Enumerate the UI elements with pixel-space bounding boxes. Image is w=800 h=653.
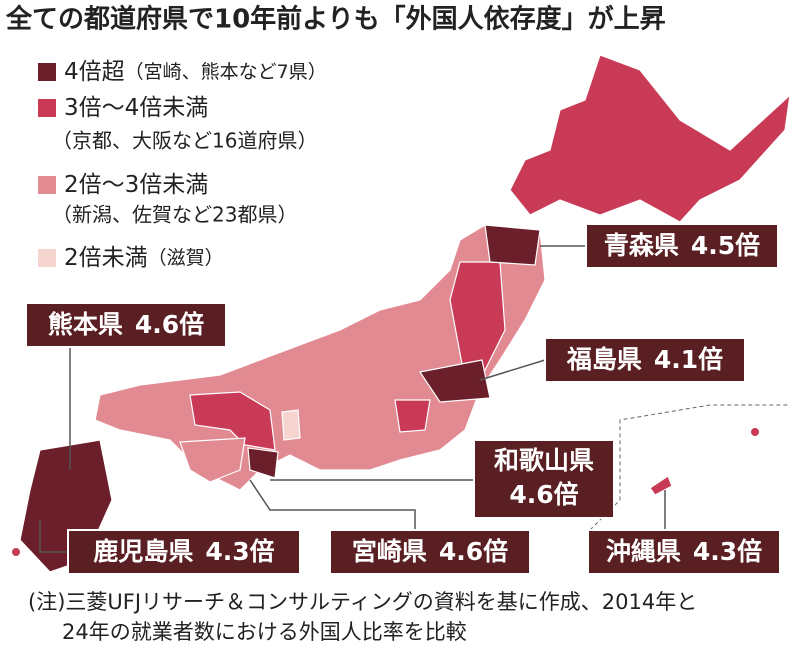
callout-name: 沖縄県: [606, 537, 681, 566]
callout-name: 福島県: [566, 345, 642, 374]
island: [12, 548, 20, 556]
callout-label: 鹿児島県 4.3倍: [93, 537, 274, 566]
kanto-region: [394, 399, 431, 433]
callout-value: 4.6倍: [509, 480, 578, 509]
callout-value: 4.3倍: [693, 537, 762, 566]
leader-line: [479, 359, 546, 381]
inset-border: [589, 404, 790, 531]
callout-value: 4.5倍: [691, 231, 760, 260]
shiga: [281, 409, 301, 441]
legend-swatch: [38, 99, 56, 117]
island: [751, 428, 759, 436]
callout-box: [67, 529, 301, 575]
legend-label: 2倍未満（滋賀）: [64, 245, 224, 271]
legend-label-text: 4倍超: [64, 59, 125, 85]
legend-label-text: 2倍未満: [64, 245, 148, 271]
legend-label: 2倍～3倍未満: [64, 172, 208, 198]
callout-box: [25, 302, 227, 348]
legend-swatch: [38, 249, 56, 267]
legend-swatch: [38, 63, 56, 81]
fukushima: [419, 359, 491, 403]
callout-label: 熊本県 4.6倍: [48, 310, 204, 339]
legend-label: 3倍～4倍未満: [64, 95, 208, 121]
callout-name: 熊本県: [48, 310, 123, 339]
callout-box: [544, 337, 746, 383]
aomori: [484, 224, 541, 266]
leader-line: [39, 520, 68, 553]
callout-name: 鹿児島県: [93, 537, 193, 566]
callout-label: 宮崎県 4.6倍: [352, 537, 508, 566]
okinawa: [649, 475, 673, 496]
callout-box: [587, 529, 781, 575]
callout-label: 沖縄県 4.3倍: [606, 537, 762, 566]
note: (注)三菱UFJリサーチ＆コンサルティングの資料を基に作成、2014年と: [28, 590, 697, 614]
shikoku: [179, 437, 246, 483]
legend-label-text: 3倍～4倍未満: [64, 95, 208, 121]
callout-label: 青森県 4.5倍: [604, 231, 760, 260]
legend-note: （宮崎、熊本など7県）: [125, 61, 327, 83]
callout-label: 福島県 4.1倍: [566, 345, 723, 374]
legend-label: 4倍超（宮崎、熊本など7県）: [64, 59, 327, 85]
callout-name: 青森県: [604, 231, 679, 260]
callout-value: 4.6倍: [135, 310, 204, 339]
legend-note: （新潟、佐賀など23都県）: [52, 203, 297, 227]
note: 24年の就業者数における外国人比率を比較: [62, 620, 467, 644]
leader-line: [249, 479, 416, 530]
wakayama: [247, 447, 279, 479]
callout-value: 4.1倍: [654, 345, 723, 374]
title: 全ての都道府県で10年前よりも「外国人依存度」が上昇: [5, 4, 666, 35]
callout-box: [585, 223, 779, 269]
legend-note: （京都、大阪など16道府県）: [52, 129, 317, 153]
kinki-region: [189, 391, 276, 451]
legend-label-text: 2倍～3倍未満: [64, 172, 208, 198]
callout-name: 和歌山県: [494, 446, 594, 475]
legend-note: （滋賀）: [148, 247, 224, 269]
callout-box: [473, 439, 615, 519]
legend-swatch: [38, 176, 56, 194]
callout-name: 宮崎県: [352, 537, 427, 566]
legend: 4倍超（宮崎、熊本など7県） 3倍～4倍未満 （京都、大阪など16道府県） 2倍～3倍…: [38, 59, 327, 271]
callout-box: [329, 529, 531, 575]
japan-map: [12, 54, 791, 573]
callout-value: 4.3倍: [205, 537, 274, 566]
hokkaido: [509, 54, 791, 223]
callout-value: 4.6倍: [439, 537, 508, 566]
